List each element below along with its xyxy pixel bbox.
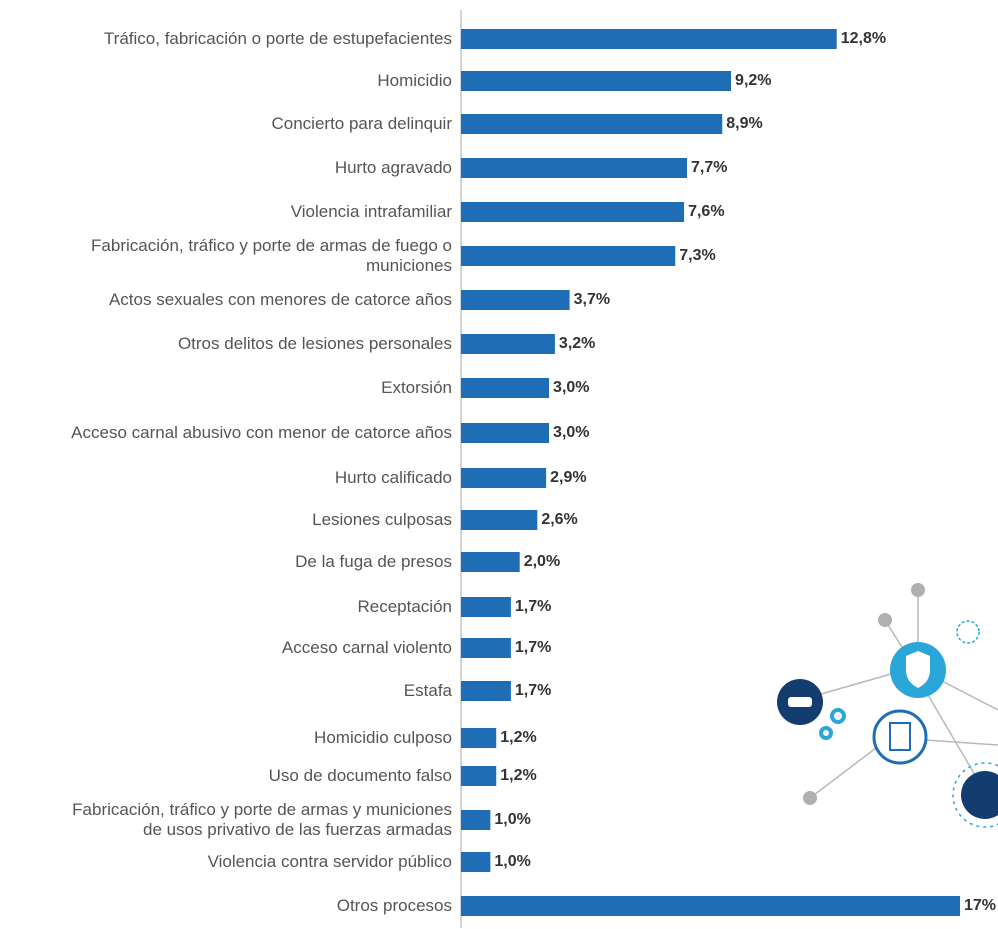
category-label: Acceso carnal violento bbox=[281, 638, 452, 657]
bar bbox=[461, 638, 511, 658]
category-label: Tráfico, fabricación o porte de estupefa… bbox=[103, 29, 452, 48]
bar bbox=[461, 334, 555, 354]
category-label: Hurto agravado bbox=[334, 158, 452, 177]
bar bbox=[461, 114, 723, 134]
value-label: 8,9% bbox=[726, 115, 762, 132]
value-label: 2,6% bbox=[541, 511, 577, 528]
value-label: 1,2% bbox=[500, 729, 536, 746]
category-label: Fabricación, tráfico y porte de armas y … bbox=[72, 800, 452, 839]
category-label: Receptación bbox=[357, 597, 452, 616]
value-label: 1,2% bbox=[500, 767, 536, 784]
bar bbox=[461, 728, 497, 748]
bar bbox=[461, 468, 547, 488]
value-label: 1,7% bbox=[515, 682, 551, 699]
value-label: 1,0% bbox=[494, 811, 530, 828]
value-label: 1,0% bbox=[494, 853, 530, 870]
category-label: Estafa bbox=[403, 681, 452, 700]
value-label: 2,0% bbox=[524, 553, 560, 570]
category-label: Hurto calificado bbox=[334, 468, 452, 487]
value-label: 1,7% bbox=[515, 639, 551, 656]
bar bbox=[461, 810, 491, 830]
bar bbox=[461, 852, 491, 872]
value-label: 7,6% bbox=[688, 203, 724, 220]
bar bbox=[461, 29, 837, 49]
bar bbox=[461, 202, 685, 222]
bar bbox=[461, 896, 960, 916]
value-label: 3,0% bbox=[553, 379, 589, 396]
category-label: Extorsión bbox=[381, 378, 452, 397]
category-label: De la fuga de presos bbox=[295, 552, 452, 571]
category-label: Actos sexuales con menores de catorce añ… bbox=[108, 290, 452, 309]
category-label: Otros delitos de lesiones personales bbox=[177, 334, 452, 353]
value-label: 3,2% bbox=[559, 335, 595, 352]
decoration bbox=[777, 583, 998, 828]
category-label: Fabricación, tráfico y porte de armas de… bbox=[91, 236, 452, 275]
category-label: Homicidio bbox=[377, 71, 452, 90]
value-label: 7,3% bbox=[679, 247, 715, 264]
value-label: 9,2% bbox=[735, 72, 771, 89]
value-label: 3,7% bbox=[574, 291, 610, 308]
category-label: Uso de documento falso bbox=[268, 766, 452, 785]
category-label: Violencia contra servidor público bbox=[207, 852, 452, 871]
category-label: Concierto para delinquir bbox=[271, 114, 453, 133]
category-label: Otros procesos bbox=[336, 896, 452, 915]
category-label: Acceso carnal abusivo con menor de cator… bbox=[71, 423, 452, 442]
value-label: 3,0% bbox=[553, 424, 589, 441]
bar bbox=[461, 246, 676, 266]
bar bbox=[461, 378, 550, 398]
bar bbox=[461, 71, 732, 91]
value-label: 1,7% bbox=[515, 598, 551, 615]
bar bbox=[461, 423, 550, 443]
category-label: Homicidio culposo bbox=[314, 728, 452, 747]
category-label: Violencia intrafamiliar bbox=[290, 202, 452, 221]
value-label: 7,7% bbox=[691, 159, 727, 176]
category-label: Lesiones culposas bbox=[312, 510, 452, 529]
bar bbox=[461, 510, 538, 530]
bar bbox=[461, 766, 497, 786]
value-label: 12,8% bbox=[841, 30, 886, 47]
bar bbox=[461, 597, 511, 617]
bar bbox=[461, 290, 570, 310]
value-label: 2,9% bbox=[550, 469, 586, 486]
bar bbox=[461, 552, 520, 572]
bar bbox=[461, 681, 511, 701]
value-label: 17% bbox=[964, 897, 996, 914]
bar bbox=[461, 158, 688, 178]
